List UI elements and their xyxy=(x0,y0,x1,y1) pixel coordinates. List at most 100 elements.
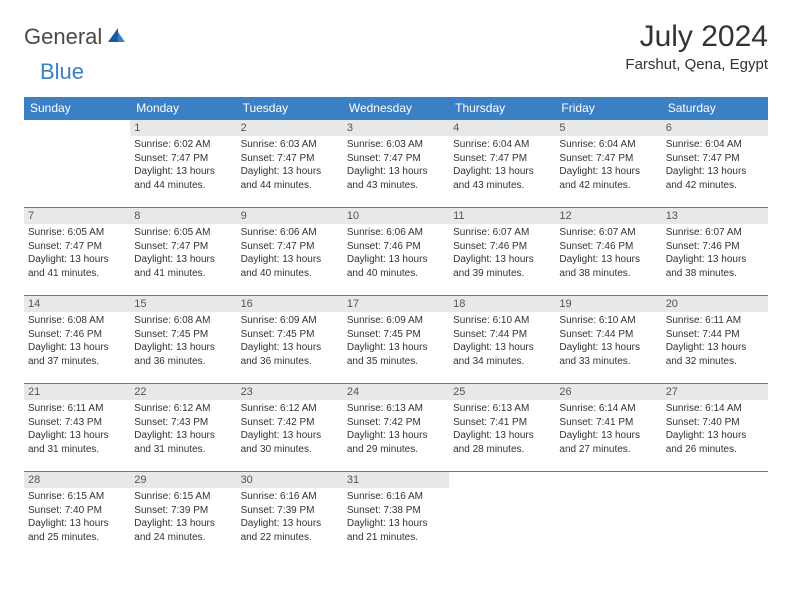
day-number: 4 xyxy=(449,120,555,136)
day-number: 14 xyxy=(24,296,130,312)
day-details: Sunrise: 6:04 AMSunset: 7:47 PMDaylight:… xyxy=(662,136,768,196)
day-details: Sunrise: 6:13 AMSunset: 7:41 PMDaylight:… xyxy=(449,400,555,460)
day-number: 5 xyxy=(555,120,661,136)
calendar-day-cell: . xyxy=(449,472,555,560)
calendar-day-cell: 24Sunrise: 6:13 AMSunset: 7:42 PMDayligh… xyxy=(343,384,449,472)
day-details: Sunrise: 6:16 AMSunset: 7:38 PMDaylight:… xyxy=(343,488,449,548)
day-number: 7 xyxy=(24,208,130,224)
calendar-day-cell: 12Sunrise: 6:07 AMSunset: 7:46 PMDayligh… xyxy=(555,208,661,296)
day-number: 9 xyxy=(237,208,343,224)
calendar-day-cell: 4Sunrise: 6:04 AMSunset: 7:47 PMDaylight… xyxy=(449,120,555,208)
day-details: Sunrise: 6:07 AMSunset: 7:46 PMDaylight:… xyxy=(555,224,661,284)
day-details: Sunrise: 6:14 AMSunset: 7:41 PMDaylight:… xyxy=(555,400,661,460)
logo-text-general: General xyxy=(24,24,102,50)
calendar-day-cell: 1Sunrise: 6:02 AMSunset: 7:47 PMDaylight… xyxy=(130,120,236,208)
day-number: 10 xyxy=(343,208,449,224)
calendar-day-cell: 2Sunrise: 6:03 AMSunset: 7:47 PMDaylight… xyxy=(237,120,343,208)
calendar-day-cell: 17Sunrise: 6:09 AMSunset: 7:45 PMDayligh… xyxy=(343,296,449,384)
calendar-day-cell: 23Sunrise: 6:12 AMSunset: 7:42 PMDayligh… xyxy=(237,384,343,472)
calendar-day-cell: 3Sunrise: 6:03 AMSunset: 7:47 PMDaylight… xyxy=(343,120,449,208)
day-header: Friday xyxy=(555,97,661,120)
title-block: July 2024 Farshut, Qena, Egypt xyxy=(625,20,768,73)
calendar-day-cell: . xyxy=(24,120,130,208)
day-details: Sunrise: 6:11 AMSunset: 7:43 PMDaylight:… xyxy=(24,400,130,460)
day-number: 29 xyxy=(130,472,236,488)
logo: General xyxy=(24,20,128,50)
day-number: 26 xyxy=(555,384,661,400)
day-number: 22 xyxy=(130,384,236,400)
day-details: Sunrise: 6:09 AMSunset: 7:45 PMDaylight:… xyxy=(343,312,449,372)
day-number: 2 xyxy=(237,120,343,136)
calendar-week-row: .1Sunrise: 6:02 AMSunset: 7:47 PMDayligh… xyxy=(24,120,768,208)
day-number: 8 xyxy=(130,208,236,224)
day-number: 1 xyxy=(130,120,236,136)
calendar-week-row: 14Sunrise: 6:08 AMSunset: 7:46 PMDayligh… xyxy=(24,296,768,384)
calendar-day-cell: 29Sunrise: 6:15 AMSunset: 7:39 PMDayligh… xyxy=(130,472,236,560)
calendar-header-row: SundayMondayTuesdayWednesdayThursdayFrid… xyxy=(24,97,768,120)
day-number: 13 xyxy=(662,208,768,224)
day-details: Sunrise: 6:09 AMSunset: 7:45 PMDaylight:… xyxy=(237,312,343,372)
day-details: Sunrise: 6:03 AMSunset: 7:47 PMDaylight:… xyxy=(237,136,343,196)
day-header: Saturday xyxy=(662,97,768,120)
day-details: Sunrise: 6:04 AMSunset: 7:47 PMDaylight:… xyxy=(449,136,555,196)
day-details: Sunrise: 6:11 AMSunset: 7:44 PMDaylight:… xyxy=(662,312,768,372)
calendar-day-cell: 9Sunrise: 6:06 AMSunset: 7:47 PMDaylight… xyxy=(237,208,343,296)
calendar-day-cell: 13Sunrise: 6:07 AMSunset: 7:46 PMDayligh… xyxy=(662,208,768,296)
day-header: Sunday xyxy=(24,97,130,120)
calendar-day-cell: 18Sunrise: 6:10 AMSunset: 7:44 PMDayligh… xyxy=(449,296,555,384)
day-details: Sunrise: 6:03 AMSunset: 7:47 PMDaylight:… xyxy=(343,136,449,196)
day-number: 31 xyxy=(343,472,449,488)
day-number: 6 xyxy=(662,120,768,136)
day-header: Tuesday xyxy=(237,97,343,120)
day-details: Sunrise: 6:07 AMSunset: 7:46 PMDaylight:… xyxy=(662,224,768,284)
day-number: 16 xyxy=(237,296,343,312)
day-header: Monday xyxy=(130,97,236,120)
calendar-week-row: 21Sunrise: 6:11 AMSunset: 7:43 PMDayligh… xyxy=(24,384,768,472)
calendar-day-cell: . xyxy=(662,472,768,560)
day-number: 12 xyxy=(555,208,661,224)
day-number: 24 xyxy=(343,384,449,400)
location-text: Farshut, Qena, Egypt xyxy=(625,56,768,73)
day-details: Sunrise: 6:06 AMSunset: 7:46 PMDaylight:… xyxy=(343,224,449,284)
day-details: Sunrise: 6:05 AMSunset: 7:47 PMDaylight:… xyxy=(130,224,236,284)
day-details: Sunrise: 6:06 AMSunset: 7:47 PMDaylight:… xyxy=(237,224,343,284)
day-number: 23 xyxy=(237,384,343,400)
day-number: 15 xyxy=(130,296,236,312)
day-number: 25 xyxy=(449,384,555,400)
day-number: 18 xyxy=(449,296,555,312)
day-header: Wednesday xyxy=(343,97,449,120)
day-details: Sunrise: 6:02 AMSunset: 7:47 PMDaylight:… xyxy=(130,136,236,196)
day-details: Sunrise: 6:07 AMSunset: 7:46 PMDaylight:… xyxy=(449,224,555,284)
calendar-table: SundayMondayTuesdayWednesdayThursdayFrid… xyxy=(24,97,768,560)
calendar-day-cell: 7Sunrise: 6:05 AMSunset: 7:47 PMDaylight… xyxy=(24,208,130,296)
calendar-day-cell: . xyxy=(555,472,661,560)
day-details: Sunrise: 6:15 AMSunset: 7:39 PMDaylight:… xyxy=(130,488,236,548)
day-number: 17 xyxy=(343,296,449,312)
calendar-day-cell: 25Sunrise: 6:13 AMSunset: 7:41 PMDayligh… xyxy=(449,384,555,472)
month-title: July 2024 xyxy=(625,20,768,54)
day-details: Sunrise: 6:12 AMSunset: 7:42 PMDaylight:… xyxy=(237,400,343,460)
day-details: Sunrise: 6:14 AMSunset: 7:40 PMDaylight:… xyxy=(662,400,768,460)
calendar-week-row: 7Sunrise: 6:05 AMSunset: 7:47 PMDaylight… xyxy=(24,208,768,296)
calendar-body: .1Sunrise: 6:02 AMSunset: 7:47 PMDayligh… xyxy=(24,120,768,560)
calendar-day-cell: 22Sunrise: 6:12 AMSunset: 7:43 PMDayligh… xyxy=(130,384,236,472)
calendar-day-cell: 5Sunrise: 6:04 AMSunset: 7:47 PMDaylight… xyxy=(555,120,661,208)
day-details: Sunrise: 6:10 AMSunset: 7:44 PMDaylight:… xyxy=(555,312,661,372)
calendar-day-cell: 11Sunrise: 6:07 AMSunset: 7:46 PMDayligh… xyxy=(449,208,555,296)
calendar-day-cell: 19Sunrise: 6:10 AMSunset: 7:44 PMDayligh… xyxy=(555,296,661,384)
calendar-day-cell: 8Sunrise: 6:05 AMSunset: 7:47 PMDaylight… xyxy=(130,208,236,296)
day-number: 11 xyxy=(449,208,555,224)
calendar-day-cell: 10Sunrise: 6:06 AMSunset: 7:46 PMDayligh… xyxy=(343,208,449,296)
calendar-day-cell: 31Sunrise: 6:16 AMSunset: 7:38 PMDayligh… xyxy=(343,472,449,560)
day-number: 28 xyxy=(24,472,130,488)
day-details: Sunrise: 6:04 AMSunset: 7:47 PMDaylight:… xyxy=(555,136,661,196)
calendar-day-cell: 16Sunrise: 6:09 AMSunset: 7:45 PMDayligh… xyxy=(237,296,343,384)
calendar-day-cell: 6Sunrise: 6:04 AMSunset: 7:47 PMDaylight… xyxy=(662,120,768,208)
calendar-day-cell: 26Sunrise: 6:14 AMSunset: 7:41 PMDayligh… xyxy=(555,384,661,472)
calendar-day-cell: 27Sunrise: 6:14 AMSunset: 7:40 PMDayligh… xyxy=(662,384,768,472)
day-details: Sunrise: 6:08 AMSunset: 7:46 PMDaylight:… xyxy=(24,312,130,372)
day-details: Sunrise: 6:12 AMSunset: 7:43 PMDaylight:… xyxy=(130,400,236,460)
calendar-day-cell: 15Sunrise: 6:08 AMSunset: 7:45 PMDayligh… xyxy=(130,296,236,384)
day-number: 27 xyxy=(662,384,768,400)
day-details: Sunrise: 6:13 AMSunset: 7:42 PMDaylight:… xyxy=(343,400,449,460)
